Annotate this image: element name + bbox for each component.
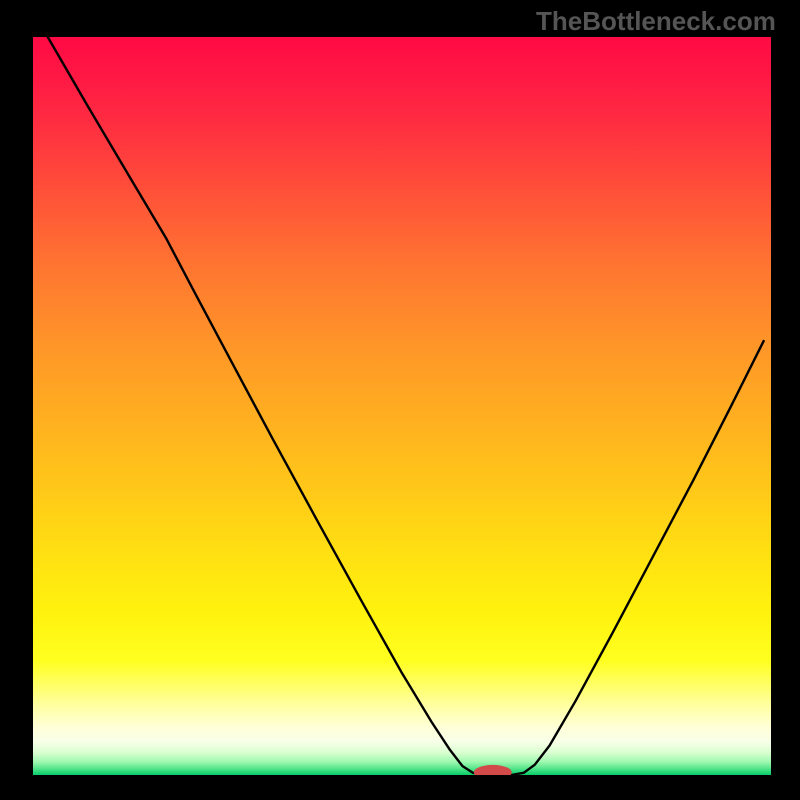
plot-area <box>33 37 771 775</box>
watermark-text: TheBottleneck.com <box>536 6 776 37</box>
chart-frame: TheBottleneck.com <box>0 0 800 800</box>
gradient-background <box>33 37 771 775</box>
plot-svg <box>33 37 771 775</box>
